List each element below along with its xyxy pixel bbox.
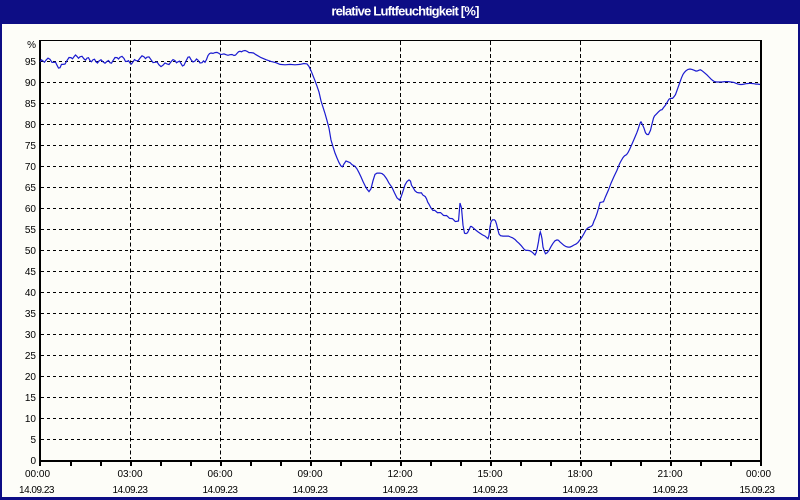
svg-text:80: 80 (25, 120, 37, 131)
svg-text:0: 0 (30, 456, 36, 467)
svg-text:5: 5 (30, 435, 36, 446)
svg-text:14.09.23: 14.09.23 (653, 485, 689, 496)
svg-text:14.09.23: 14.09.23 (383, 485, 419, 496)
svg-text:relative Luftfeuchtigkeit [%]: relative Luftfeuchtigkeit [%] (331, 4, 479, 19)
svg-text:03:00: 03:00 (117, 469, 142, 480)
svg-text:%: % (27, 40, 36, 51)
svg-text:35: 35 (25, 309, 37, 320)
svg-text:45: 45 (25, 267, 37, 278)
svg-text:21:00: 21:00 (657, 469, 682, 480)
svg-text:00:00: 00:00 (25, 469, 50, 480)
svg-text:14.09.23: 14.09.23 (293, 485, 329, 496)
svg-text:14.09.23: 14.09.23 (473, 485, 509, 496)
svg-text:70: 70 (25, 162, 37, 173)
svg-text:20: 20 (25, 372, 37, 383)
svg-text:12:00: 12:00 (387, 469, 412, 480)
svg-text:15.09.23: 15.09.23 (740, 485, 776, 496)
svg-text:15: 15 (25, 393, 37, 404)
svg-text:55: 55 (25, 225, 37, 236)
svg-text:50: 50 (25, 246, 37, 257)
svg-text:14.09.23: 14.09.23 (203, 485, 239, 496)
svg-text:18:00: 18:00 (567, 469, 592, 480)
svg-text:14.09.23: 14.09.23 (19, 485, 55, 496)
svg-text:75: 75 (25, 141, 37, 152)
svg-text:60: 60 (25, 204, 37, 215)
svg-text:25: 25 (25, 351, 37, 362)
svg-text:95: 95 (25, 57, 37, 68)
svg-text:10: 10 (25, 414, 37, 425)
svg-text:00:00: 00:00 (746, 469, 771, 480)
svg-text:14.09.23: 14.09.23 (563, 485, 599, 496)
svg-text:65: 65 (25, 183, 37, 194)
svg-text:85: 85 (25, 99, 37, 110)
svg-text:30: 30 (25, 330, 37, 341)
svg-text:40: 40 (25, 288, 37, 299)
svg-text:09:00: 09:00 (297, 469, 322, 480)
svg-text:14.09.23: 14.09.23 (113, 485, 149, 496)
svg-text:90: 90 (25, 78, 37, 89)
svg-text:06:00: 06:00 (207, 469, 232, 480)
svg-text:15:00: 15:00 (477, 469, 502, 480)
